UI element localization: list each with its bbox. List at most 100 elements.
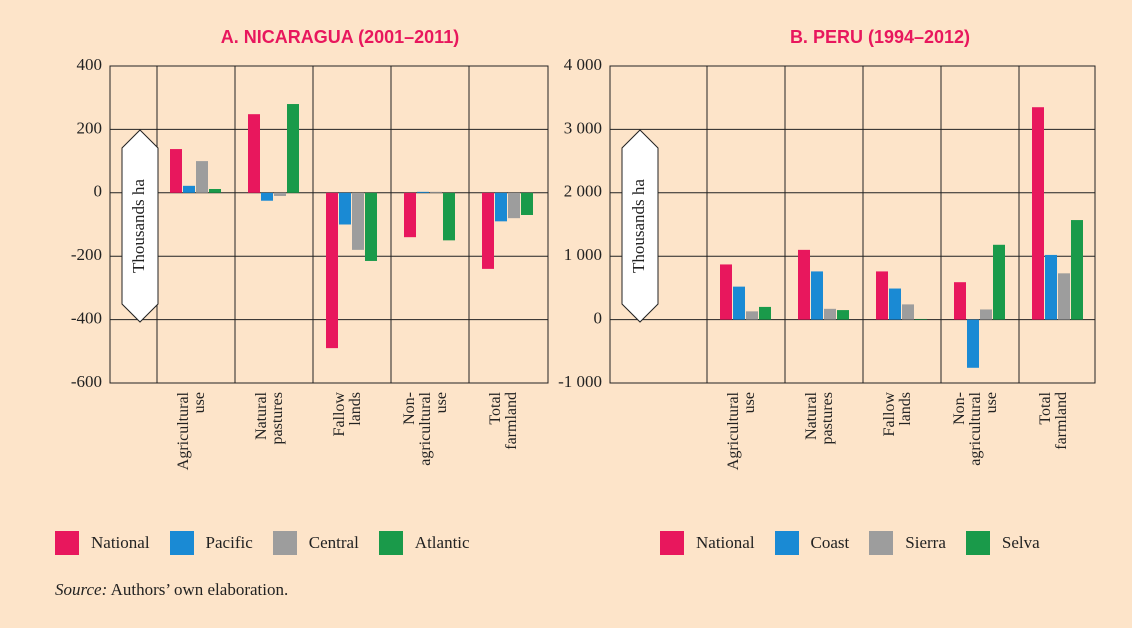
legend-swatch <box>272 531 297 555</box>
bar <box>274 192 286 196</box>
y-axis-label-group: Thousands ha <box>621 129 659 323</box>
x-tick-label: Non- agricultural use <box>401 392 450 466</box>
y-axis-label: Thousands ha <box>629 179 648 273</box>
legend-label: Coast <box>810 533 850 552</box>
y-tick-label: -1 000 <box>558 372 602 391</box>
legend: National Pacific Central Atlantic <box>55 531 490 555</box>
bar <box>746 311 758 320</box>
bar <box>1071 220 1083 320</box>
bar <box>1032 107 1044 320</box>
bar <box>495 192 507 222</box>
legend-label: Pacific <box>205 533 253 552</box>
bar <box>326 192 338 349</box>
plot-area <box>609 65 1096 384</box>
legend-item: Sierra <box>869 531 946 555</box>
legend-swatch <box>774 531 799 555</box>
legend-item: Pacific <box>169 531 253 555</box>
bar <box>482 192 494 269</box>
legend-item: Atlantic <box>378 531 470 555</box>
bar <box>902 304 914 320</box>
y-tick-label: 2 000 <box>564 182 602 201</box>
legend-swatch <box>378 531 403 555</box>
chart-title: A. NICARAGUA (2001–2011) <box>221 27 459 47</box>
y-axis-label: Thousands ha <box>129 179 148 273</box>
bar <box>1045 254 1057 320</box>
legend-swatch <box>965 531 990 555</box>
bar <box>209 188 221 193</box>
legend-item: Central <box>272 531 359 555</box>
legend-item: National <box>55 531 150 555</box>
x-tick-label: Agricultural use <box>725 392 758 471</box>
source-text: Authors’ own elaboration. <box>110 580 289 599</box>
bar <box>967 319 979 368</box>
y-tick-label: 200 <box>77 118 103 137</box>
y-tick-label: 0 <box>94 182 103 201</box>
bar <box>183 185 195 193</box>
legend-label: National <box>696 533 755 552</box>
y-tick-label: 400 <box>77 55 103 74</box>
legend-swatch <box>55 531 79 555</box>
x-tick-label: Natural pastures <box>253 392 286 445</box>
y-tick-label: 3 000 <box>564 118 602 137</box>
source-label: Source: <box>55 580 108 599</box>
bar <box>759 306 771 320</box>
bar <box>993 244 1005 320</box>
x-tick-label: Fallow lands <box>881 392 914 437</box>
bar <box>248 114 260 193</box>
legend-label: National <box>91 533 150 552</box>
bar <box>443 192 455 241</box>
bar <box>720 264 732 320</box>
bar <box>430 191 442 193</box>
bar <box>508 192 520 219</box>
y-tick-label: 0 <box>594 309 603 328</box>
legend-item: Selva <box>965 531 1040 555</box>
y-label-pill <box>121 129 159 323</box>
y-axis-label-group: Thousands ha <box>121 129 159 323</box>
bar <box>837 310 849 320</box>
legend-swatch <box>660 531 684 555</box>
y-tick-label: -600 <box>71 372 102 391</box>
bar <box>196 161 208 193</box>
legend-label: Central <box>308 533 359 552</box>
bar <box>352 192 364 250</box>
source: Source: Authors’ own elaboration. <box>55 580 288 600</box>
y-tick-label: -400 <box>71 309 102 328</box>
y-tick-label: 1 000 <box>564 245 602 264</box>
legend-swatch <box>169 531 194 555</box>
x-tick-label: Agricultural use <box>175 392 208 471</box>
x-tick-label: Fallow lands <box>331 392 364 437</box>
legend-label: Selva <box>1001 533 1040 552</box>
bar <box>824 308 836 320</box>
bar <box>876 271 888 320</box>
legend-label: Atlantic <box>414 533 470 552</box>
bar <box>798 249 810 320</box>
bar <box>339 192 351 225</box>
y-tick-label: -200 <box>71 245 102 264</box>
legend-item: Coast <box>774 531 850 555</box>
y-tick-label: 4 000 <box>564 55 602 74</box>
legend-item: National <box>660 531 755 555</box>
chart-title: B. PERU (1994–2012) <box>790 27 970 47</box>
bar <box>261 192 273 201</box>
bar <box>521 192 533 215</box>
bar <box>954 282 966 320</box>
bar <box>287 104 299 193</box>
bar <box>417 191 429 193</box>
bar <box>1058 273 1070 320</box>
bar <box>733 286 745 320</box>
legend-label: Sierra <box>905 533 946 552</box>
bar <box>365 192 377 261</box>
legend: National Coast Sierra Selva <box>660 531 1060 555</box>
legend-swatch <box>869 531 894 555</box>
bar <box>404 192 416 238</box>
y-label-pill <box>621 129 659 323</box>
bar <box>915 318 927 320</box>
bar <box>811 271 823 320</box>
bar <box>980 309 992 320</box>
x-tick-label: Natural pastures <box>803 392 836 445</box>
bar <box>170 149 182 193</box>
x-tick-label: Non- agricultural use <box>951 392 1000 466</box>
x-tick-label: Total farmland <box>487 392 520 450</box>
